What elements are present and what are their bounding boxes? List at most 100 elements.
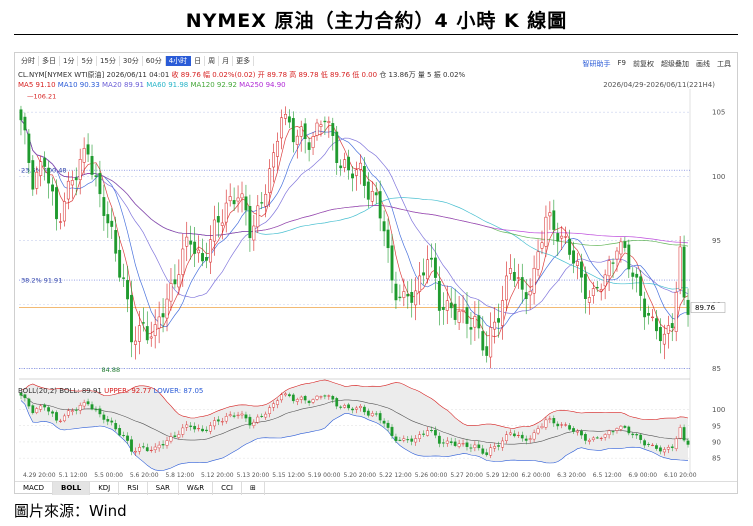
candle-body xyxy=(193,241,197,254)
candle xyxy=(520,263,524,304)
boll-candle-body xyxy=(244,414,248,419)
boll-candle-body xyxy=(355,407,358,410)
candle-body xyxy=(228,196,232,202)
candle xyxy=(615,247,619,272)
boll-candle-body xyxy=(347,404,350,409)
boll-candle-body xyxy=(580,430,583,436)
boll-candle-body xyxy=(122,434,125,436)
tool-button-3[interactable]: 超级叠加 xyxy=(661,60,689,68)
candle xyxy=(655,310,658,340)
timeframe-tab-3[interactable]: 5分 xyxy=(78,56,97,66)
boll-candle-body xyxy=(359,406,362,409)
candle xyxy=(141,307,145,332)
boll-candle-body xyxy=(23,394,27,399)
boll-candle-body xyxy=(465,442,469,447)
candle xyxy=(619,237,623,263)
candle xyxy=(651,308,654,322)
candle xyxy=(205,242,208,269)
quote-close: 收 89.76 xyxy=(171,71,201,79)
boll-candle-body xyxy=(378,413,382,421)
boll-lower: LOWER: 87.05 xyxy=(153,387,204,395)
boll-candle-body xyxy=(82,402,86,407)
candle xyxy=(639,270,643,311)
boll-candle-body xyxy=(284,393,287,396)
tool-button-0[interactable]: 智研助手 xyxy=(582,60,611,68)
boll-candle-body xyxy=(276,400,279,405)
candle-body xyxy=(418,275,422,292)
tool-button-1[interactable]: F9 xyxy=(617,59,626,67)
indicator-tab-3[interactable]: RSI xyxy=(119,482,148,495)
candle-body xyxy=(469,327,473,330)
candle-body xyxy=(635,273,639,278)
indicator-tab-5[interactable]: W&R xyxy=(179,482,214,495)
low-mark-label: 84.88 xyxy=(102,366,121,374)
boll-candle-body xyxy=(224,416,228,422)
candle xyxy=(303,118,307,154)
tool-button-2[interactable]: 前复权 xyxy=(633,60,654,68)
candle-body xyxy=(248,206,252,239)
candle xyxy=(433,243,437,290)
candle xyxy=(528,278,532,310)
timeframe-tab-1[interactable]: 多日 xyxy=(39,56,60,66)
timeframe-tab-7[interactable]: 4小时 xyxy=(165,56,192,66)
indicator-tab-0[interactable]: MACD xyxy=(15,482,53,495)
candle-body xyxy=(473,316,477,328)
indicator-tab-7[interactable]: ⊞ xyxy=(242,482,265,495)
boll-candle-body xyxy=(240,413,244,416)
candle-body xyxy=(23,116,27,131)
candle xyxy=(291,111,295,153)
boll-candle-body xyxy=(516,434,520,436)
boll-candle-body xyxy=(544,419,548,428)
timeframe-tab-9[interactable]: 周 xyxy=(205,56,220,66)
candle xyxy=(323,116,327,136)
candle xyxy=(86,133,90,163)
candle xyxy=(437,266,441,326)
candle-body xyxy=(311,136,315,148)
candle xyxy=(39,155,43,187)
boll-candle-body xyxy=(268,407,272,414)
candle-body xyxy=(335,131,339,163)
indicator-tab-6[interactable]: CCI xyxy=(213,482,242,495)
timeframe-tab-4[interactable]: 15分 xyxy=(97,56,120,66)
candle xyxy=(272,143,276,183)
timeframe-tab-5[interactable]: 30分 xyxy=(120,56,143,66)
boll-candle-body xyxy=(134,450,137,453)
candle-body xyxy=(94,175,98,177)
boll-candle-body xyxy=(623,425,627,428)
candle-body xyxy=(670,323,674,328)
boll-candle-body xyxy=(556,423,560,427)
timeframe-tab-10[interactable]: 月 xyxy=(219,56,234,66)
timeframe-tab-8[interactable]: 日 xyxy=(191,56,206,66)
timeframe-tab-11[interactable]: 更多 xyxy=(233,56,255,66)
x-tick-label-2: 5.5 00:00 xyxy=(94,472,123,479)
indicator-tab-1[interactable]: BOLL xyxy=(52,482,91,495)
tool-button-4[interactable]: 画线 xyxy=(696,60,710,68)
candle-body xyxy=(639,276,643,296)
tool-button-5[interactable]: 工具 xyxy=(717,60,731,68)
y-tick-main-85: 85 xyxy=(712,365,721,373)
candle xyxy=(666,315,670,349)
candle xyxy=(260,192,264,210)
boll-candle-body xyxy=(615,428,619,431)
timeframe-tab-2[interactable]: 1分 xyxy=(60,56,79,66)
boll-candle-body xyxy=(406,439,410,441)
x-tick-label-18: 6.10 20:00 xyxy=(664,472,697,479)
candle-body xyxy=(481,331,485,351)
indicator-tab-2[interactable]: KDJ xyxy=(90,482,120,495)
boll-candle-body xyxy=(453,441,457,446)
indicator-tab-4[interactable]: SAR xyxy=(148,482,179,495)
boll-candle-body xyxy=(118,428,122,436)
boll-candle-body xyxy=(457,443,461,447)
timeframe-tab-0[interactable]: 分时 xyxy=(18,56,39,66)
boll-candle-body xyxy=(212,420,216,427)
candle xyxy=(70,170,74,199)
candle xyxy=(548,201,552,230)
candle xyxy=(208,225,212,275)
boll-candle-body xyxy=(287,394,291,397)
timeframe-tab-6[interactable]: 60分 xyxy=(143,56,166,66)
candle xyxy=(31,155,35,196)
boll-candle-body xyxy=(603,434,607,438)
boll-candle-body xyxy=(327,395,331,397)
ma-legend-item-4: MA120 92.92 xyxy=(190,81,240,89)
